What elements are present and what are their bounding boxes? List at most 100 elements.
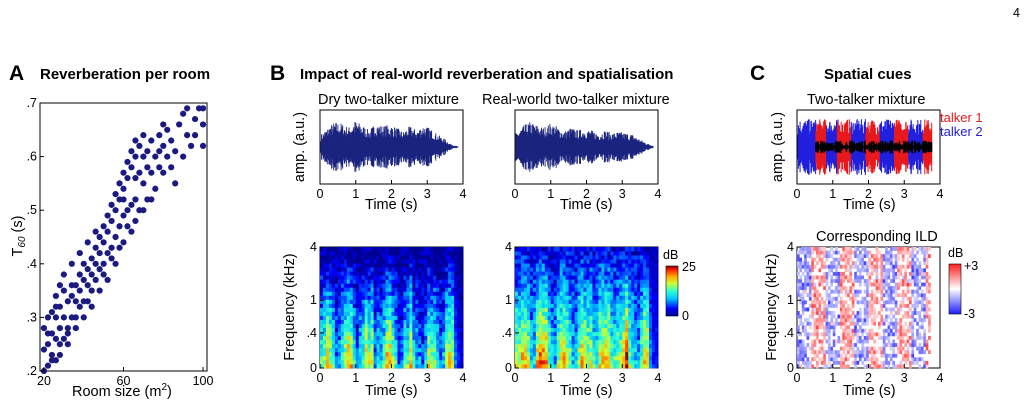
spec-cell	[568, 279, 573, 284]
spec-cell	[568, 331, 573, 337]
spec-cell	[517, 331, 522, 337]
spec-cell	[616, 263, 620, 268]
ild-cell	[909, 261, 912, 266]
ild-cell	[901, 328, 905, 333]
ild-cell	[797, 279, 800, 283]
spec-cell	[532, 339, 537, 345]
spec-cell	[334, 303, 339, 308]
ild-cell	[799, 343, 803, 347]
scatter-point	[92, 244, 99, 251]
spec-cell	[403, 299, 407, 304]
ild-cell	[842, 335, 845, 340]
ild-cell	[825, 318, 829, 323]
ild-cell	[849, 250, 853, 255]
spec-cell	[631, 263, 635, 268]
spec-cell	[622, 303, 626, 308]
spec-cell	[589, 283, 593, 288]
spec-cell	[436, 363, 440, 369]
spec-cell	[580, 251, 584, 256]
ild-cell	[858, 335, 862, 340]
spec-cell	[532, 323, 537, 329]
spec-cell	[655, 311, 659, 316]
spec-cell	[364, 307, 369, 312]
spec-cell	[616, 311, 620, 316]
spec-cell	[352, 299, 357, 304]
ild-cell	[861, 268, 865, 273]
spec-cell	[358, 335, 363, 341]
spec-cell	[442, 327, 446, 333]
spec-cell	[631, 331, 635, 337]
ild-cell	[816, 300, 819, 305]
spec-cell	[397, 255, 401, 260]
spec-real-ticks: 0 1 2 3 40.414	[502, 240, 662, 385]
spec-cell	[424, 259, 428, 264]
ild-cell	[887, 275, 891, 280]
spec-cell	[391, 351, 395, 357]
spec-cell	[526, 343, 531, 349]
ytick-label: 0	[787, 361, 794, 375]
ild-cell	[808, 364, 812, 369]
ild-cell	[875, 268, 879, 273]
spec-cell	[607, 351, 611, 357]
spec-cell	[370, 255, 375, 260]
ild-cell	[844, 332, 848, 337]
spec-cell	[367, 323, 372, 329]
spec-cell	[385, 315, 389, 320]
ild-cell	[827, 254, 831, 258]
ild-cell	[847, 261, 850, 266]
spec-cell	[439, 315, 443, 320]
ild-cell	[823, 264, 826, 269]
spec-cell	[385, 275, 389, 280]
ild-cell	[889, 254, 893, 258]
spec-cell	[364, 299, 369, 304]
spec-cell	[544, 331, 549, 337]
ild-cell	[916, 296, 919, 301]
spec-cell	[610, 287, 614, 292]
spec-cell	[325, 295, 330, 300]
spec-cell	[320, 275, 324, 280]
spec-cell	[637, 331, 641, 337]
ild-cell	[885, 254, 888, 258]
scatter-point	[84, 266, 91, 273]
spec-cell	[412, 251, 416, 256]
ild-cell	[820, 275, 824, 280]
spec-cell	[515, 295, 519, 300]
spec-cell	[415, 259, 419, 264]
spec-cell	[397, 323, 401, 329]
spec-cell	[340, 283, 345, 288]
spec-cell	[631, 259, 635, 264]
ild-cell	[887, 268, 891, 273]
ild-cell	[808, 346, 812, 351]
spec-cell	[325, 335, 330, 341]
spec-cell	[547, 315, 552, 320]
spec-cell	[583, 327, 587, 333]
spec-cell	[625, 275, 629, 280]
spec-cell	[445, 335, 449, 341]
spec-cell	[655, 295, 659, 300]
spec-cell	[331, 251, 336, 256]
spec-cell	[634, 259, 638, 264]
scatter-point	[64, 341, 71, 348]
spec-cell	[448, 287, 452, 292]
spec-cell	[364, 275, 369, 280]
ild-cell	[894, 318, 898, 323]
spec-cell	[394, 363, 398, 369]
ild-cell	[875, 264, 879, 269]
spec-cell	[367, 283, 372, 288]
ild-cell	[911, 279, 915, 283]
ild-cell	[844, 346, 848, 351]
ytick-label: 1	[310, 293, 317, 307]
ild-cell	[839, 289, 843, 294]
spec-cell	[646, 335, 650, 341]
spec-cell	[412, 283, 416, 288]
spec-cell	[598, 267, 602, 272]
spec-cell	[415, 335, 419, 341]
spec-cell	[364, 287, 369, 292]
spec-cell	[637, 347, 641, 353]
ild-cell	[799, 353, 803, 358]
spec-cell	[388, 271, 392, 276]
spec-cell	[547, 323, 552, 329]
ild-cell	[925, 257, 929, 262]
spec-cell	[619, 251, 623, 256]
ild-cell	[835, 250, 838, 255]
